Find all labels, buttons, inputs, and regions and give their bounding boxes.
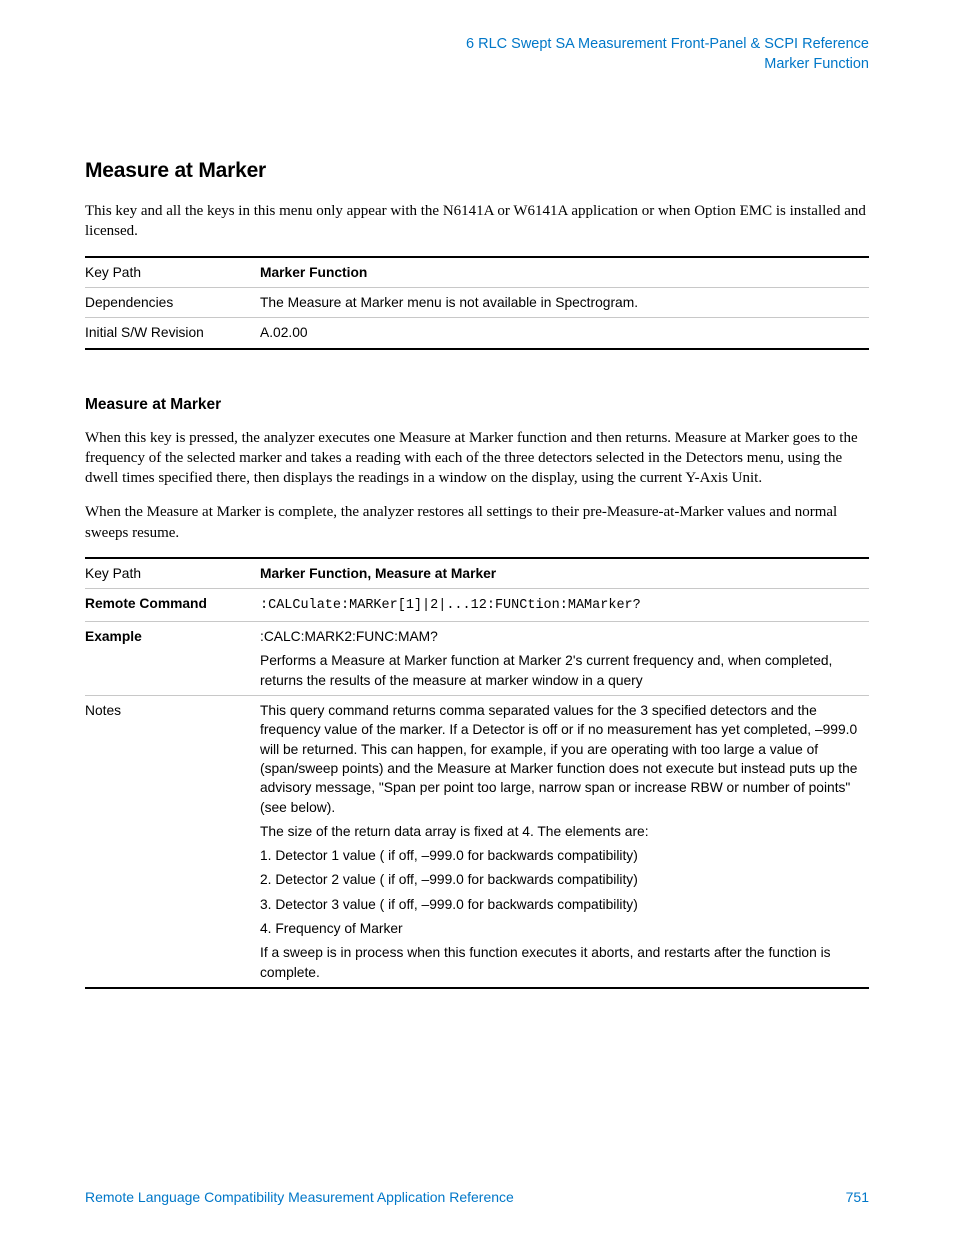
t2-example-label: Example [85, 622, 260, 696]
t2-notes-p3: If a sweep is in process when this funct… [260, 943, 865, 982]
t2-notes-li1: 1. Detector 1 value ( if off, –999.0 for… [260, 846, 865, 865]
subsection-para1: When this key is pressed, the analyzer e… [85, 428, 869, 489]
t2-notes-li2: 2. Detector 2 value ( if off, –999.0 for… [260, 870, 865, 889]
t2-example-line2: Performs a Measure at Marker function at… [260, 651, 865, 690]
page: 6 RLC Swept SA Measurement Front-Panel &… [0, 0, 954, 1235]
t1-r2-label: Initial S/W Revision [85, 318, 260, 349]
page-footer: Remote Language Compatibility Measuremen… [85, 1189, 869, 1205]
t2-example-line1: :CALC:MARK2:FUNC:MAM? [260, 627, 865, 646]
t2-notes-value: This query command returns comma separat… [260, 695, 869, 988]
t2-keypath-value: Marker Function, Measure at Marker [260, 558, 869, 589]
footer-left: Remote Language Compatibility Measuremen… [85, 1189, 514, 1205]
subsection-title: Measure at Marker [85, 396, 869, 414]
t2-keypath-label: Key Path [85, 558, 260, 589]
t2-remote-label: Remote Command [85, 589, 260, 622]
t1-r0-label: Key Path [85, 257, 260, 288]
t1-r0-value: Marker Function [260, 257, 869, 288]
parameter-table-2: Key Path Marker Function, Measure at Mar… [85, 557, 869, 989]
t2-remote-value: :CALCulate:MARKer[1]|2|...12:FUNCtion:MA… [260, 589, 869, 622]
t2-notes-li3: 3. Detector 3 value ( if off, –999.0 for… [260, 895, 865, 914]
t1-r2-value: A.02.00 [260, 318, 869, 349]
t2-notes-label: Notes [85, 695, 260, 988]
t1-r1-label: Dependencies [85, 287, 260, 317]
t1-r1-value: The Measure at Marker menu is not availa… [260, 287, 869, 317]
page-header: 6 RLC Swept SA Measurement Front-Panel &… [85, 35, 869, 74]
t2-example-value: :CALC:MARK2:FUNC:MAM? Performs a Measure… [260, 622, 869, 696]
header-line1: 6 RLC Swept SA Measurement Front-Panel &… [85, 35, 869, 55]
section-intro: This key and all the keys in this menu o… [85, 201, 869, 242]
parameter-table-1: Key Path Marker Function Dependencies Th… [85, 256, 869, 350]
t2-notes-p1: This query command returns comma separat… [260, 701, 865, 817]
footer-page-number: 751 [846, 1189, 869, 1205]
t2-notes-p2: The size of the return data array is fix… [260, 822, 865, 841]
t2-notes-li4: 4. Frequency of Marker [260, 919, 865, 938]
subsection-para2: When the Measure at Marker is complete, … [85, 502, 869, 543]
header-line2: Marker Function [85, 55, 869, 75]
section-title: Measure at Marker [85, 159, 869, 183]
